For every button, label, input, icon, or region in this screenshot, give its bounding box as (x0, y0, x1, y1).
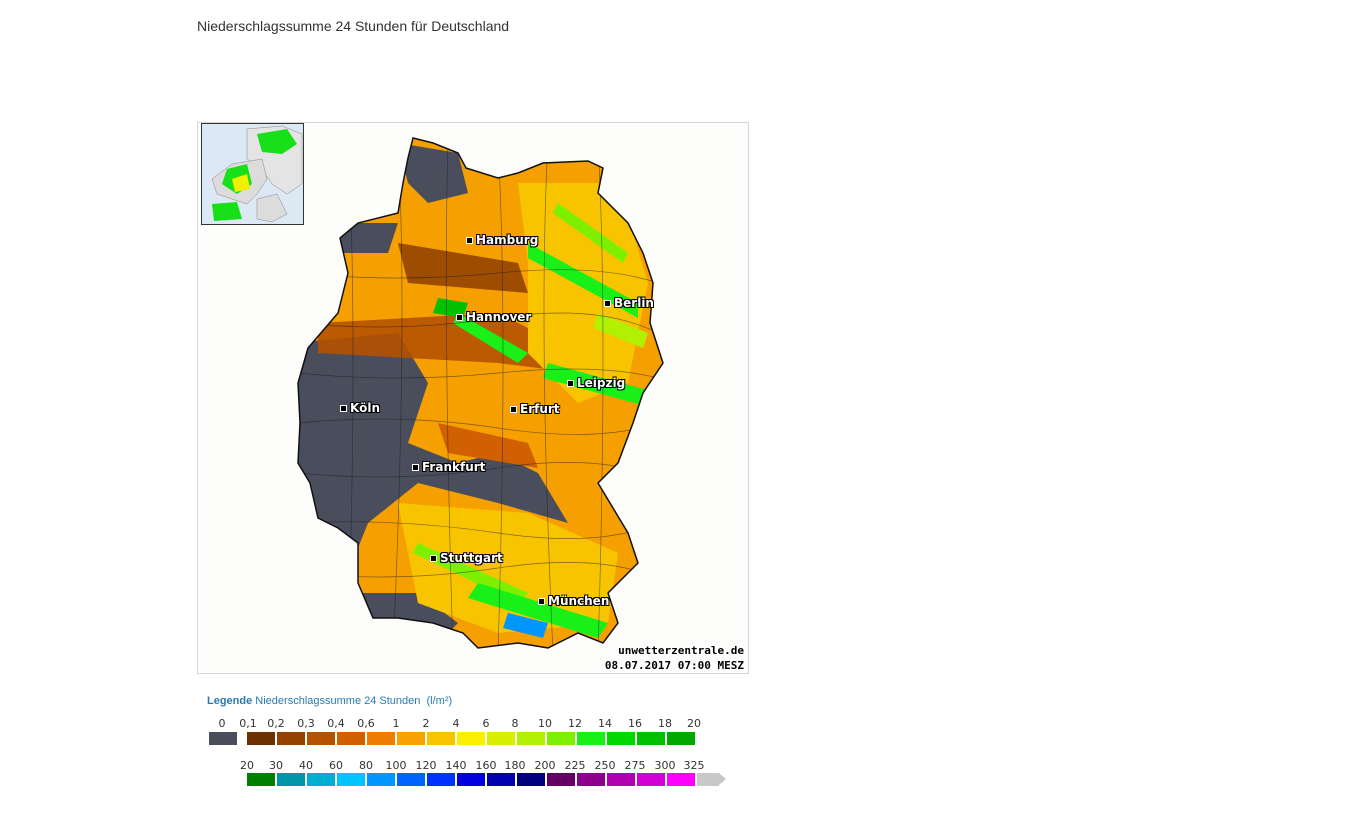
legend-row1-swatch (547, 732, 575, 745)
legend-row1-label: 8 (511, 717, 519, 730)
legend-row1-swatch (667, 732, 695, 745)
legend-row1-label: 20 (687, 717, 701, 730)
legend-row1-label: 0,2 (267, 717, 285, 730)
europe-inset-graphic (202, 124, 303, 224)
legend-row1-swatch (277, 732, 305, 745)
city-marker-berlin: Berlin (604, 296, 654, 310)
legend-row1-label: 0,1 (239, 717, 257, 730)
legend-row1-swatch (247, 732, 275, 745)
legend-row1-swatch (397, 732, 425, 745)
legend-row1-label: 1 (392, 717, 400, 730)
legend-unit: (l/m²) (426, 695, 453, 707)
legend-row2-label: 20 (240, 759, 254, 772)
city-marker-stuttgart: Stuttgart (430, 551, 503, 565)
legend-row1-swatch (577, 732, 605, 745)
legend-row2-label: 60 (329, 759, 343, 772)
legend-row1-label: 2 (422, 717, 430, 730)
legend-row1-swatch (517, 732, 545, 745)
legend-row2-label: 160 (475, 759, 497, 772)
city-marker-hamburg: Hamburg (466, 233, 538, 247)
legend-row1-label: 0,3 (297, 717, 315, 730)
legend-row1-swatch (457, 732, 485, 745)
city-marker-muenchen: München (538, 594, 609, 608)
legend-row2-swatch (367, 773, 395, 786)
legend-row2-swatch (487, 773, 515, 786)
legend-row2-swatch (607, 773, 635, 786)
legend-row2-label: 300 (654, 759, 676, 772)
legend-row2-swatch (277, 773, 305, 786)
germany-map-graphic (297, 137, 664, 649)
legend-row1-label: 0 (218, 717, 226, 730)
legend-row1-swatch (209, 732, 237, 745)
legend-row1-label: 0,6 (357, 717, 375, 730)
legend-row2-label: 100 (385, 759, 407, 772)
legend-row1-swatch (637, 732, 665, 745)
legend-row1-label: 4 (452, 717, 460, 730)
legend-row2-swatch (667, 773, 695, 786)
page-title: Niederschlagssumme 24 Stunden für Deutsc… (197, 18, 510, 34)
legend-row2-label: 120 (415, 759, 437, 772)
legend-row2-label: 325 (683, 759, 705, 772)
legend-row2-label: 30 (269, 759, 283, 772)
legend-row1-label: 6 (482, 717, 490, 730)
legend-row2-label: 40 (299, 759, 313, 772)
legend-row2-swatch (547, 773, 575, 786)
legend-row2-swatch (397, 773, 425, 786)
city-marker-hannover: Hannover (456, 310, 531, 324)
legend-row2-swatch (697, 773, 719, 786)
legend-row2-label: 180 (504, 759, 526, 772)
legend-row2-swatch (577, 773, 605, 786)
city-marker-erfurt: Erfurt (510, 402, 560, 416)
legend-row1-swatch (367, 732, 395, 745)
legend-row1-swatch (487, 732, 515, 745)
legend-row1-label: 0,4 (327, 717, 345, 730)
map-timestamp: 08.07.2017 07:00 MESZ (604, 659, 744, 672)
legend-row2-swatch (517, 773, 545, 786)
legend-label: Legende (207, 695, 253, 707)
legend-row1-label: 16 (628, 717, 642, 730)
europe-overview-inset (201, 123, 304, 225)
legend-row2-label: 250 (594, 759, 616, 772)
legend-row2-swatch (337, 773, 365, 786)
legend-row1-swatch (607, 732, 635, 745)
legend-row1-label: 12 (568, 717, 582, 730)
legend-row2-swatch (427, 773, 455, 786)
legend-row1-swatch (337, 732, 365, 745)
legend-row1-swatch (427, 732, 455, 745)
legend-overflow-arrow-icon (719, 773, 726, 785)
legend-row2-label: 80 (359, 759, 373, 772)
legend-row1-label: 18 (658, 717, 672, 730)
city-marker-leipzig: Leipzig (567, 376, 625, 390)
legend-row2-swatch (307, 773, 335, 786)
legend-title: Legende Niederschlagssumme 24 Stunden (l… (207, 695, 452, 707)
legend-row1-swatch (307, 732, 335, 745)
legend-row2-swatch (637, 773, 665, 786)
legend-row1-label: 14 (598, 717, 612, 730)
legend-row2-swatch (247, 773, 275, 786)
legend-row2-label: 225 (564, 759, 586, 772)
legend-row2-label: 275 (624, 759, 646, 772)
legend-row1-label: 10 (538, 717, 552, 730)
legend-row2-label: 200 (534, 759, 556, 772)
legend-row2-swatch (457, 773, 485, 786)
legend-row2-label: 140 (445, 759, 467, 772)
city-marker-koeln: Köln (340, 401, 380, 415)
city-marker-frankfurt: Frankfurt (412, 460, 485, 474)
legend-title-text: Niederschlagssumme 24 Stunden (255, 695, 421, 707)
map-credit-site: unwetterzentrale.de (618, 644, 744, 657)
precipitation-map: Hamburg Berlin Hannover Leipzig Köln Erf… (197, 122, 749, 674)
